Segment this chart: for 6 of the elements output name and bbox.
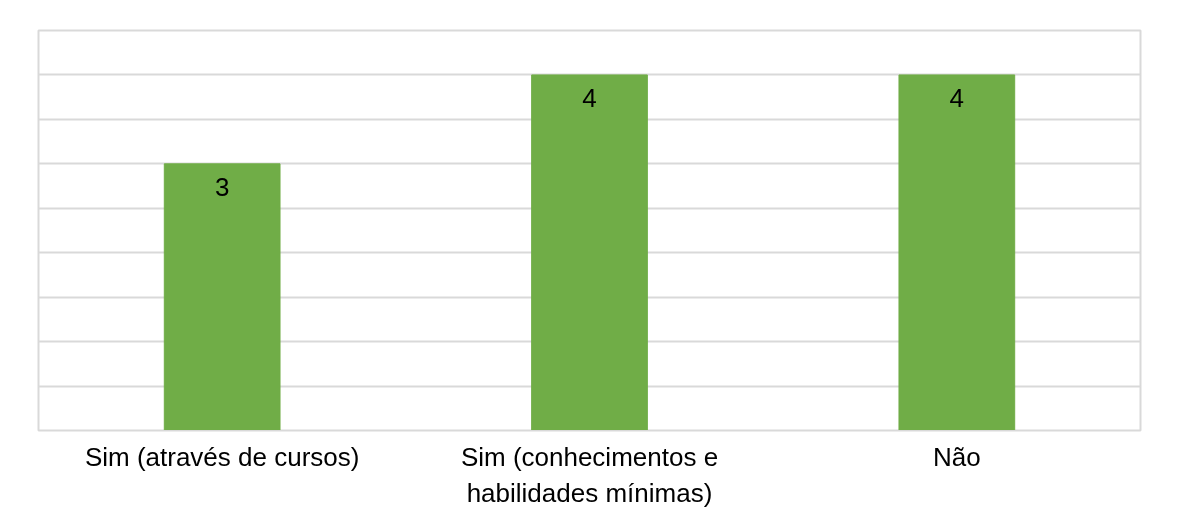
x-tick-label: Não <box>932 441 981 472</box>
data-label: 4 <box>582 82 597 113</box>
x-tick-label: Sim (conhecimentos e habilidades mínimas) <box>460 441 719 508</box>
x-tick-label: Sim (através de cursos) <box>84 441 360 472</box>
data-label: 3 <box>214 171 230 202</box>
data-label: 4 <box>949 82 965 113</box>
